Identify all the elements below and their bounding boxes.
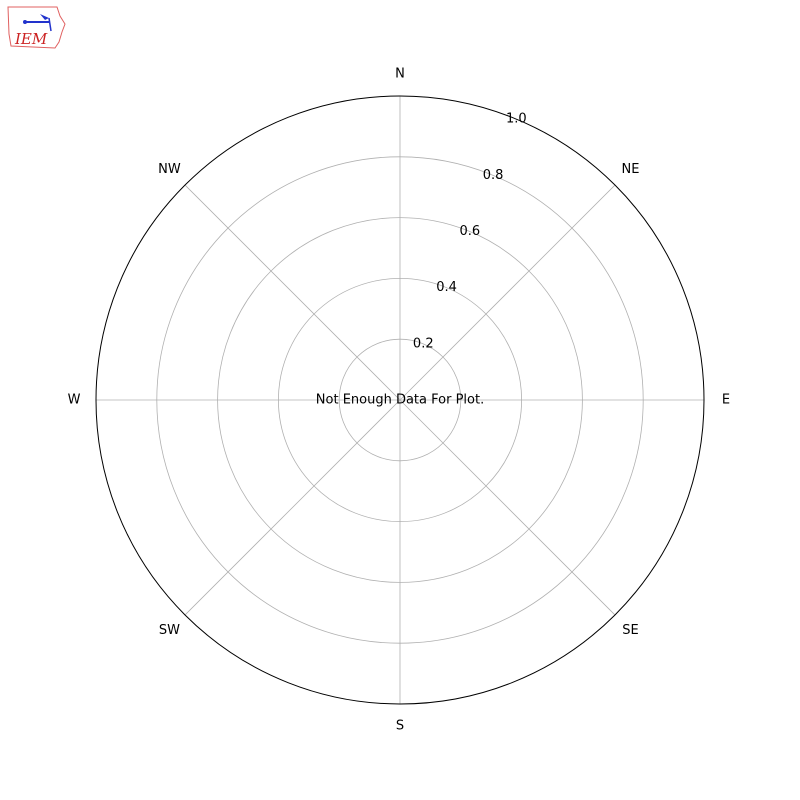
direction-label-e: E: [722, 393, 730, 408]
direction-label-sw: SW: [159, 623, 180, 638]
logo-mark-pole: [48, 17, 52, 32]
direction-label-ne: NE: [622, 162, 640, 177]
radial-tick-label: 0.2: [413, 336, 434, 351]
radial-tick-label: 1.0: [506, 112, 527, 127]
grid-ring: [217, 217, 583, 583]
direction-label-nw: NW: [158, 162, 181, 177]
direction-label-se: SE: [622, 623, 638, 638]
radial-tick-label: 0.6: [459, 224, 480, 239]
spoke-ne: [399, 184, 616, 401]
outer-frame: [95, 95, 705, 705]
logo-mark-dot: [23, 20, 27, 24]
spoke-sw: [184, 399, 401, 616]
grid-ring: [156, 156, 644, 644]
direction-label-w: W: [68, 393, 81, 408]
radial-tick-label: 0.4: [436, 280, 457, 295]
iowa-outline: [7, 6, 66, 49]
grid-ring: [338, 338, 462, 462]
no-data-annotation: Not Enough Data For Plot.: [316, 393, 484, 408]
spoke-se: [399, 399, 616, 616]
spoke-nw: [184, 184, 401, 401]
logo-text: IEM: [14, 30, 48, 48]
logo: IEM: [7, 6, 66, 49]
grid-ring: [277, 277, 522, 522]
direction-label-s: S: [396, 719, 404, 734]
direction-label-n: N: [395, 67, 405, 82]
radial-tick-label: 0.8: [483, 168, 504, 183]
logo-mark-flag: [40, 14, 49, 20]
